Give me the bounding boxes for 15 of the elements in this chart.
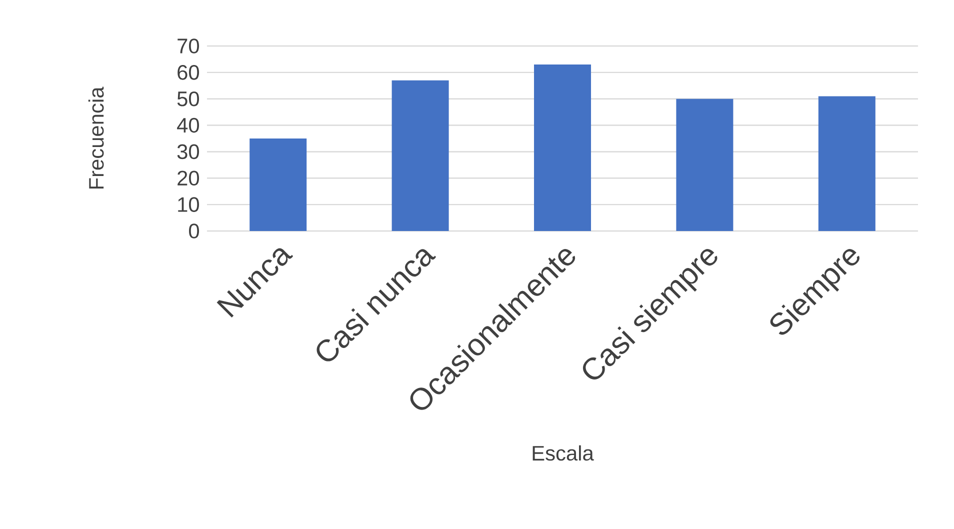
y-tick-label: 0 [189, 224, 200, 238]
bar [676, 98, 734, 231]
y-tick-label: 40 [177, 118, 199, 133]
x-axis-title: Escala [532, 445, 594, 461]
y-axis-title: Frecuencia [88, 86, 104, 189]
y-tick-label: 30 [177, 144, 199, 160]
bar [250, 138, 307, 231]
bar [392, 80, 449, 231]
bar [534, 64, 592, 231]
y-tick-label: 60 [178, 65, 199, 80]
y-tick-label: 10 [178, 197, 199, 212]
y-tick-label: 50 [177, 91, 199, 106]
y-tick-label: 70 [178, 38, 199, 54]
bar [818, 96, 876, 231]
y-tick-label: 20 [178, 170, 199, 186]
